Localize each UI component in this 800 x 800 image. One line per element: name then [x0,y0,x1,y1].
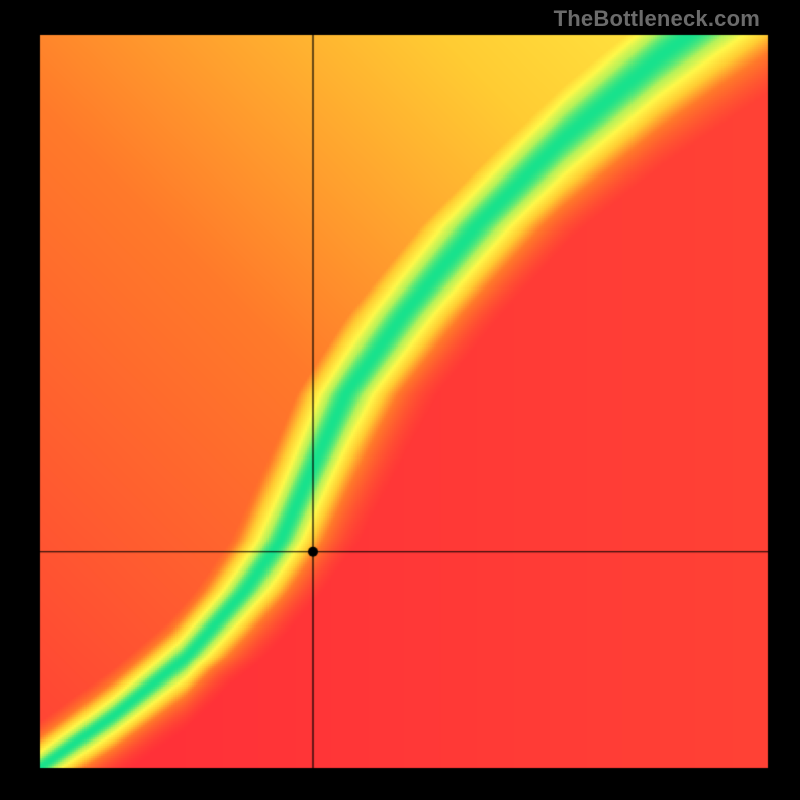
watermark-label: TheBottleneck.com [554,6,760,32]
bottleneck-heatmap [0,0,800,800]
chart-container: TheBottleneck.com [0,0,800,800]
